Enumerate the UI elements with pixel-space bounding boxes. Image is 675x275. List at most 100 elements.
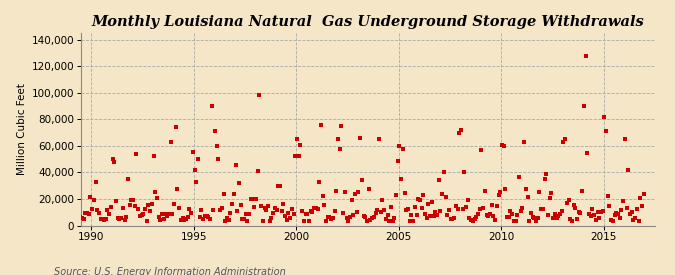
- Point: [138, 212, 148, 216]
- Point: [526, 211, 537, 216]
- Point: [317, 194, 328, 198]
- Point: [159, 217, 169, 221]
- Point: [457, 206, 468, 211]
- Point: [201, 214, 212, 218]
- Point: [141, 219, 152, 223]
- Point: [297, 209, 308, 213]
- Point: [101, 217, 111, 221]
- Point: [413, 197, 424, 202]
- Point: [356, 178, 367, 183]
- Point: [327, 216, 338, 221]
- Point: [302, 212, 313, 216]
- Point: [173, 206, 184, 210]
- Point: [128, 197, 138, 202]
- Point: [597, 209, 608, 213]
- Point: [300, 211, 311, 216]
- Point: [240, 212, 251, 216]
- Point: [295, 143, 306, 148]
- Point: [271, 208, 282, 212]
- Point: [601, 129, 612, 133]
- Point: [162, 214, 173, 218]
- Point: [580, 53, 591, 58]
- Point: [420, 212, 431, 216]
- Point: [326, 217, 337, 221]
- Point: [153, 215, 164, 219]
- Point: [533, 216, 543, 221]
- Point: [478, 206, 489, 211]
- Point: [263, 203, 273, 208]
- Point: [186, 211, 196, 216]
- Point: [440, 195, 451, 199]
- Point: [163, 212, 174, 216]
- Point: [402, 207, 413, 211]
- Point: [157, 211, 167, 216]
- Point: [556, 208, 567, 213]
- Point: [126, 197, 137, 202]
- Point: [86, 207, 97, 211]
- Point: [541, 172, 551, 176]
- Point: [479, 188, 490, 193]
- Point: [489, 218, 500, 222]
- Point: [628, 218, 639, 222]
- Point: [389, 215, 400, 220]
- Point: [279, 213, 290, 218]
- Point: [102, 207, 113, 212]
- Point: [198, 217, 209, 221]
- Point: [259, 206, 270, 211]
- Point: [439, 170, 450, 174]
- Point: [491, 204, 502, 208]
- Point: [401, 207, 412, 212]
- Point: [323, 215, 333, 219]
- Point: [547, 216, 558, 220]
- Point: [261, 208, 271, 212]
- Point: [410, 205, 421, 209]
- Point: [370, 211, 381, 216]
- Point: [610, 212, 620, 217]
- Point: [515, 208, 526, 213]
- Point: [211, 144, 222, 148]
- Point: [544, 196, 555, 200]
- Point: [119, 218, 130, 222]
- Point: [486, 203, 497, 208]
- Point: [324, 215, 335, 219]
- Point: [414, 198, 425, 202]
- Point: [249, 205, 260, 210]
- Point: [566, 219, 577, 224]
- Point: [329, 209, 340, 213]
- Point: [384, 219, 395, 224]
- Point: [360, 215, 371, 219]
- Point: [333, 137, 344, 141]
- Point: [346, 197, 357, 202]
- Point: [582, 151, 593, 155]
- Point: [121, 215, 132, 219]
- Point: [613, 212, 624, 216]
- Point: [594, 215, 605, 220]
- Point: [514, 174, 524, 179]
- Point: [563, 198, 574, 202]
- Point: [382, 213, 393, 217]
- Point: [517, 206, 528, 211]
- Point: [464, 216, 475, 220]
- Point: [123, 177, 134, 182]
- Point: [616, 208, 627, 213]
- Point: [435, 209, 446, 214]
- Point: [254, 93, 265, 98]
- Point: [210, 128, 221, 133]
- Point: [83, 212, 94, 216]
- Point: [524, 219, 535, 223]
- Point: [585, 214, 596, 219]
- Point: [256, 204, 267, 208]
- Point: [294, 154, 304, 159]
- Point: [568, 203, 579, 207]
- Point: [146, 201, 157, 206]
- Point: [109, 160, 119, 164]
- Point: [379, 208, 389, 213]
- Point: [518, 140, 529, 144]
- Point: [476, 148, 487, 152]
- Point: [319, 203, 329, 207]
- Point: [150, 189, 161, 194]
- Point: [406, 213, 417, 218]
- Point: [189, 167, 200, 172]
- Point: [82, 211, 92, 216]
- Point: [265, 218, 275, 223]
